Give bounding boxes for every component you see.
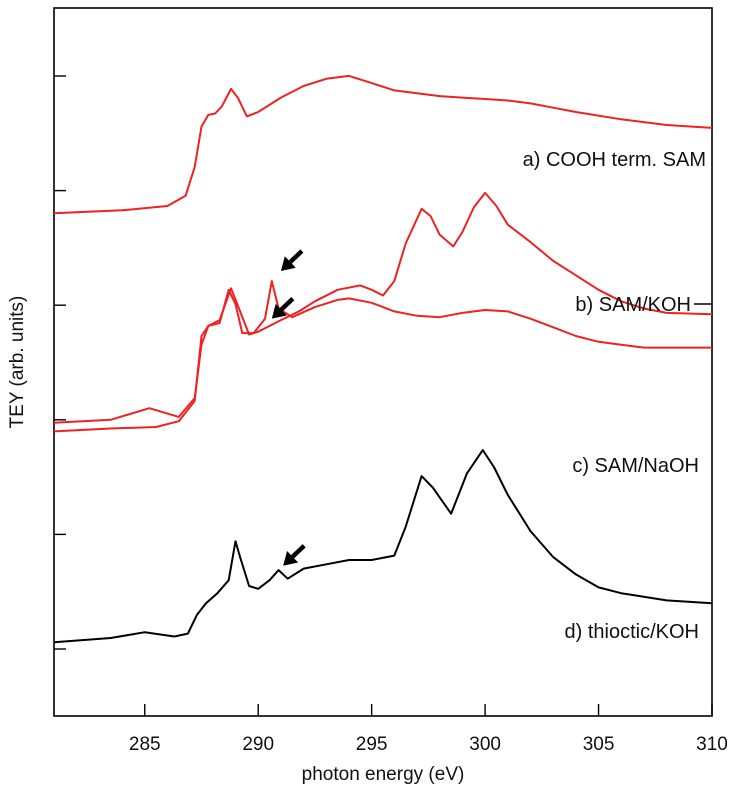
x-axis-tick-labels: 285 290 295 300 305 310 xyxy=(129,734,728,755)
arrow-annotation-2 xyxy=(280,249,304,271)
x-tick-label-300: 300 xyxy=(469,734,501,755)
y-axis-ticks xyxy=(54,75,66,650)
x-tick-label-285: 285 xyxy=(129,734,161,755)
x-tick-label-290: 290 xyxy=(242,734,274,755)
y-axis-label: TEY (arb. units) xyxy=(7,296,28,429)
plot-frame xyxy=(53,7,713,717)
x-tick-label-305: 305 xyxy=(583,734,615,755)
x-tick-label-295: 295 xyxy=(356,734,388,755)
curve-label-b-sam-koh: b) SAM/KOH xyxy=(575,294,691,316)
series-line-c-sam-naoh xyxy=(53,280,712,433)
annotation-arrows xyxy=(271,249,306,566)
x-axis-ticks xyxy=(144,704,713,716)
curve-label-c-sam-naoh: c) SAM/NaOH xyxy=(572,455,699,477)
arrow-annotation-3 xyxy=(283,544,306,566)
series-lines xyxy=(53,74,713,644)
curve-label-d-thioctic-koh: d) thioctic/KOH xyxy=(565,621,699,643)
series-line-d-thioctic-koh xyxy=(53,449,713,644)
curve-labels: a) COOH term. SAM b) SAM/KOH c) SAM/NaOH d)… xyxy=(523,149,712,643)
x-axis-label: photon energy (eV) xyxy=(302,764,465,785)
series-line-a-cooh-term-sam xyxy=(53,74,713,215)
curve-label-a-cooh-term-sam: a) COOH term. SAM xyxy=(523,149,706,171)
arrow-annotation-1 xyxy=(271,297,295,319)
x-tick-label-310: 310 xyxy=(696,734,728,755)
